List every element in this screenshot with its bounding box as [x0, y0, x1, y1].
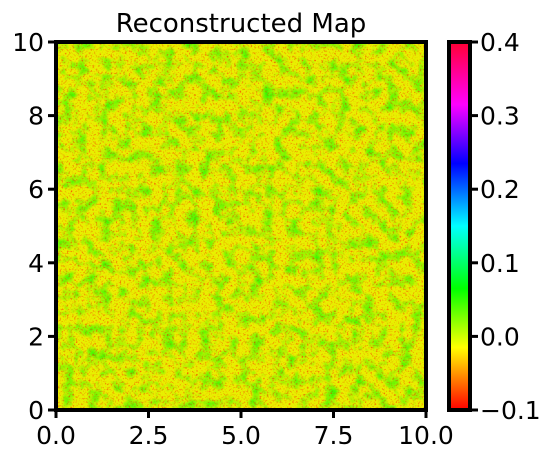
- colorbar: [449, 42, 470, 410]
- y-tick-label: 0: [28, 396, 44, 425]
- colorbar-tick-label: 0.0: [480, 322, 520, 351]
- colorbar-tick-label: 0.4: [480, 28, 520, 57]
- y-tick-label: 6: [28, 175, 44, 204]
- y-tick-label: 8: [28, 102, 44, 131]
- chart-title: Reconstructed Map: [116, 9, 367, 39]
- x-tick-label: 5.0: [221, 421, 261, 450]
- x-tick-label: 0.0: [36, 421, 76, 450]
- x-axis: 0.0 2.5 5.0 7.5 10.0: [36, 410, 454, 450]
- colorbar-tick-label: 0.1: [480, 249, 520, 278]
- x-tick-label: 7.5: [314, 421, 354, 450]
- colorbar-axis: −0.1 0.0 0.1 0.2 0.3 0.4: [470, 28, 541, 425]
- colorbar-tick-label: −0.1: [480, 396, 541, 425]
- y-axis: 0 2 4 6 8 10: [12, 28, 56, 425]
- x-tick-label: 2.5: [129, 421, 169, 450]
- heatmap-field: [56, 42, 426, 410]
- y-tick-label: 4: [28, 249, 44, 278]
- x-tick-label: 10.0: [398, 421, 454, 450]
- colorbar-tick-label: 0.3: [480, 102, 520, 131]
- y-tick-label: 2: [28, 322, 44, 351]
- colorbar-tick-label: 0.2: [480, 175, 520, 204]
- y-tick-label: 10: [12, 28, 44, 57]
